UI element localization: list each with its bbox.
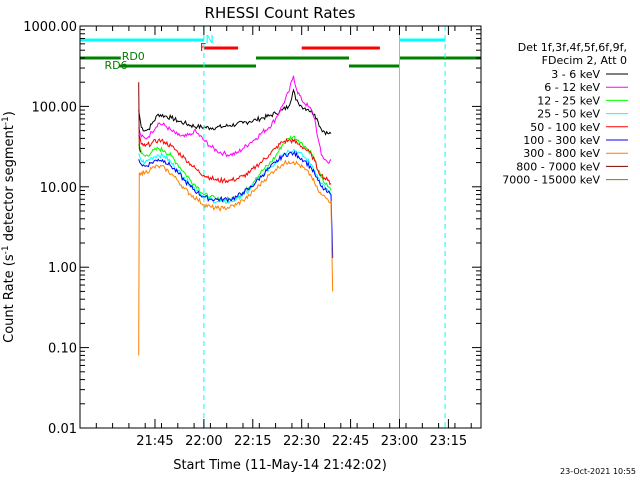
y-tick-label-0: 1000.00: [23, 20, 77, 35]
y-axis-label-sup: -1: [1, 245, 11, 254]
y-axis-label-prefix: Count Rate (s: [2, 254, 17, 343]
legend-label-7: 800 - 7000 keV: [516, 160, 600, 173]
x-tick-label-2: 22:15: [234, 434, 271, 449]
x-tick-label-4: 22:45: [332, 434, 369, 449]
series-line-2: [138, 135, 332, 203]
series-line-1: [138, 75, 332, 165]
legend-header-line-2: FDecim 2, Att 0: [542, 54, 627, 67]
y-axis-label-sup2: -1: [1, 116, 11, 125]
band-RD0-label: RD0: [122, 50, 145, 63]
series-line-4: [138, 134, 332, 186]
x-tick-label-6: 23:15: [430, 434, 467, 449]
series-line-5: [138, 150, 334, 259]
legend: Det 1f,3f,4f,5f,6f,9f, FDecim 2, Att 0 3…: [502, 41, 628, 187]
x-tick-label-1: 22:00: [185, 434, 222, 449]
x-tick-label-0: 21:45: [136, 434, 173, 449]
legend-label-4: 50 - 100 keV: [530, 121, 600, 134]
legend-label-5: 100 - 300 keV: [523, 134, 600, 147]
legend-label-2: 12 - 25 keV: [537, 94, 600, 107]
y-axis-label: Count Rate (s-1 detector segment-1): [1, 111, 17, 343]
y-tick-label-4: 0.10: [48, 342, 77, 357]
legend-label-3: 25 - 50 keV: [537, 108, 600, 121]
x-tick-label-5: 23:00: [381, 434, 418, 449]
band-F-label: F: [200, 41, 206, 54]
series-line-0: [138, 88, 332, 136]
series-layer: [138, 75, 334, 356]
x-axis-label: Start Time (11-May-14 21:42:02): [173, 458, 387, 473]
y-tick-label-1: 100.00: [32, 100, 78, 115]
legend-label-0: 3 - 6 keV: [551, 68, 600, 81]
legend-label-6: 300 - 800 keV: [523, 147, 600, 160]
y-tick-label-3: 1.00: [48, 261, 77, 276]
y-tick-label-2: 10.00: [40, 181, 77, 196]
legend-header-line-1: Det 1f,3f,4f,5f,6f,9f,: [518, 41, 627, 54]
plot-frame: [79, 25, 482, 429]
y-tick-label-5: 0.01: [48, 422, 77, 437]
series-line-7: [138, 82, 142, 153]
band-RD6-label: RD6: [105, 59, 128, 72]
x-tick-label-3: 22:30: [283, 434, 320, 449]
chart-title: RHESSI Count Rates: [205, 4, 356, 22]
legend-label-8: 7000 - 15000 keV: [502, 174, 600, 187]
y-axis-label-close: ): [2, 111, 17, 116]
series-line-6: [138, 159, 334, 356]
y-axis-label-mid: detector segment: [2, 125, 17, 245]
date-stamp: 23-Oct-2021 10:55: [560, 467, 636, 476]
series-line-3: [138, 149, 332, 204]
axis-layer: 1000.00 100.00 10.00 1.00 0.10 0.01 21:45 22:00…: [23, 20, 481, 449]
band-N-label: N: [206, 33, 214, 46]
legend-label-1: 6 - 12 keV: [544, 81, 600, 94]
